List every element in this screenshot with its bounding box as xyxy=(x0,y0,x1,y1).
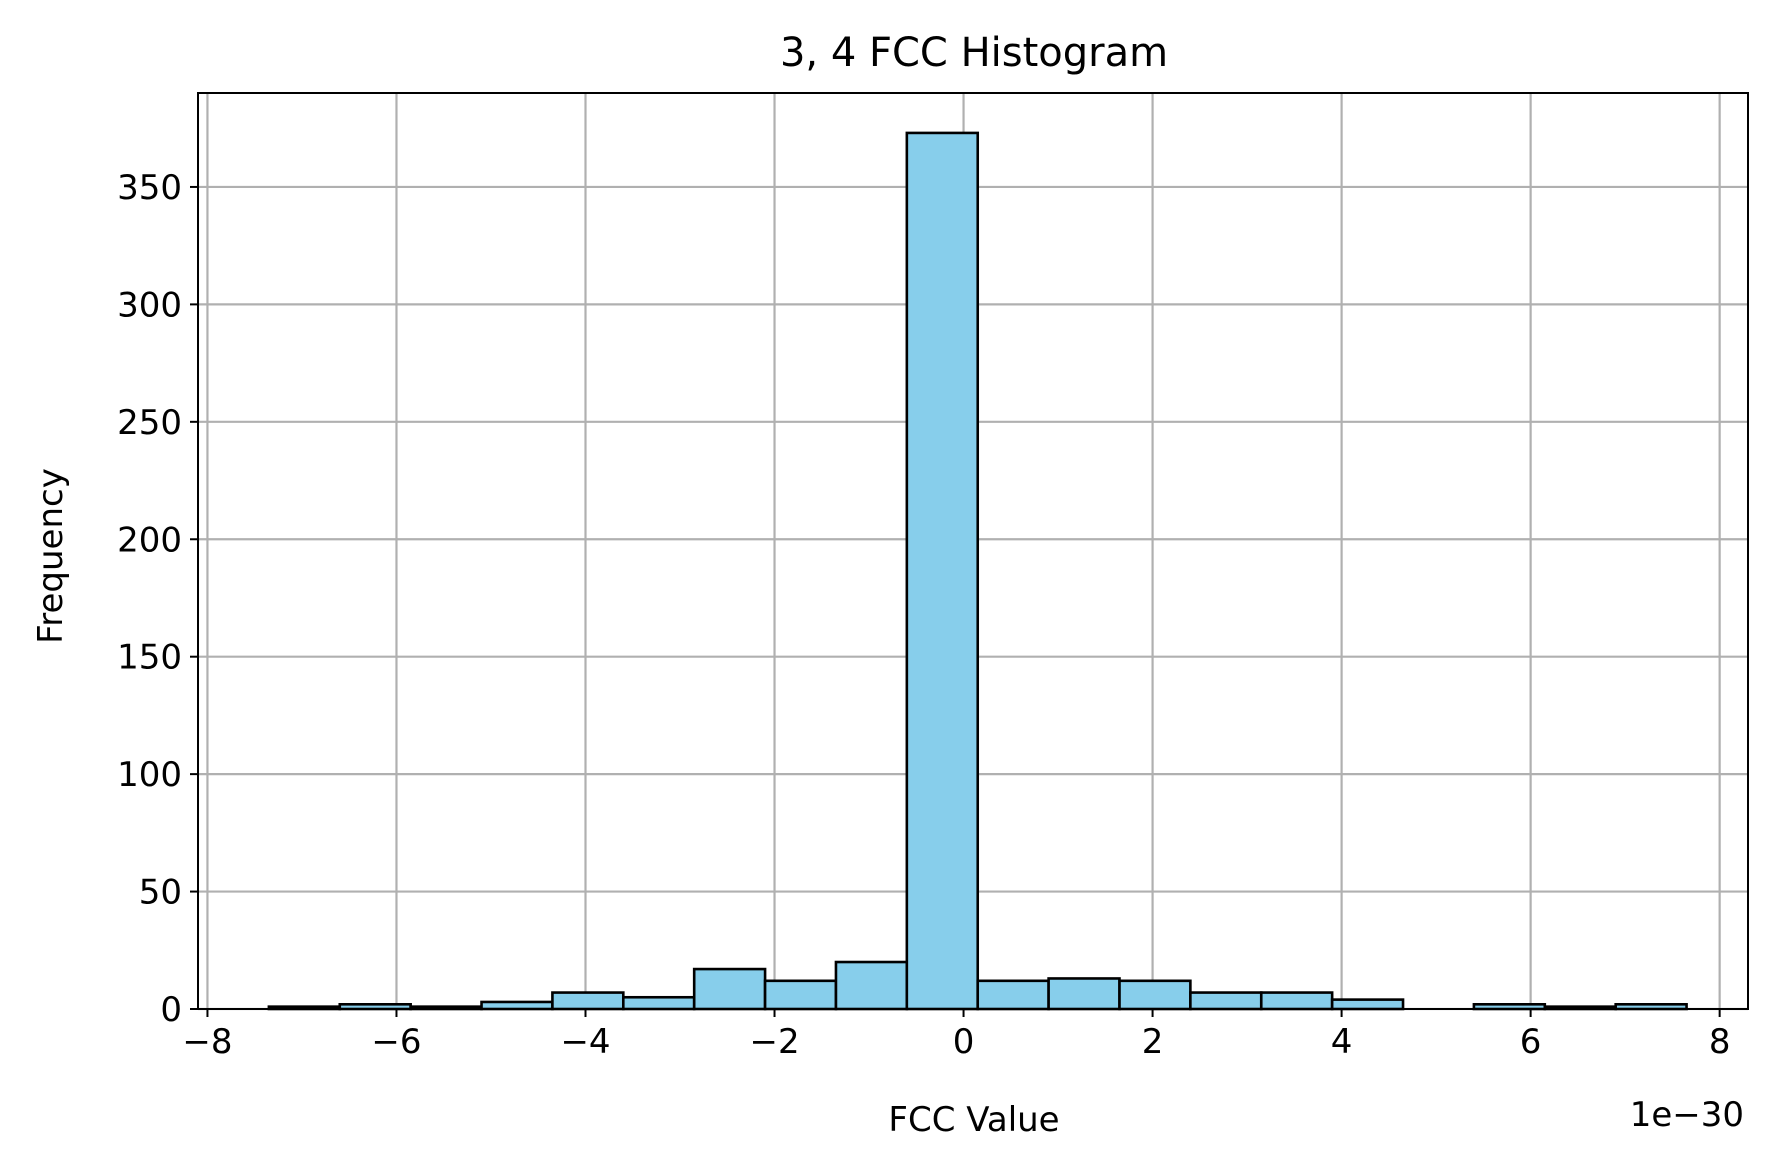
histogram-bar xyxy=(622,995,696,1011)
x-tick-label: 6 xyxy=(1520,1022,1542,1062)
histogram-bar xyxy=(692,967,767,1011)
histogram-bar xyxy=(1259,991,1334,1011)
plot-frame xyxy=(197,92,1749,1010)
y-tick-label: 250 xyxy=(117,403,182,443)
x-tick-label: −4 xyxy=(560,1022,610,1062)
histogram-bar xyxy=(976,979,1050,1011)
x-tick-label: −2 xyxy=(749,1022,799,1062)
histogram-bar xyxy=(1330,998,1405,1011)
histogram-bar xyxy=(1189,991,1263,1011)
y-axis-label: Frequency xyxy=(31,468,71,644)
y-tick-label: 50 xyxy=(139,873,182,913)
x-tick-label: −6 xyxy=(371,1022,421,1062)
y-tick-label: 150 xyxy=(117,638,182,678)
histogram-bar xyxy=(551,991,625,1011)
histogram-bar xyxy=(905,131,980,1011)
axis-ticks: −8 −6 −4 −2 0 2 4 6 8 0 50 100 150 200 250 300 350 xyxy=(117,168,1730,1062)
histogram-bars xyxy=(267,131,1688,1011)
y-tick-label: 300 xyxy=(117,285,182,325)
x-tick-label: 8 xyxy=(1709,1022,1731,1062)
y-tick-label: 200 xyxy=(117,520,182,560)
chart-title: 3, 4 FCC Histogram xyxy=(780,30,1168,76)
y-tick-label: 0 xyxy=(160,990,182,1030)
x-tick-label: 0 xyxy=(953,1022,975,1062)
histogram-bar xyxy=(480,1000,554,1011)
histogram-bar xyxy=(1118,979,1192,1011)
x-tick-label: 2 xyxy=(1142,1022,1164,1062)
x-axis-label: FCC Value xyxy=(888,1100,1059,1140)
histogram-bar xyxy=(834,960,909,1011)
x-tick-label: −8 xyxy=(182,1022,232,1062)
x-axis-offset-text: 1e−30 xyxy=(1630,1095,1744,1135)
histogram-bar xyxy=(1047,977,1121,1011)
x-tick-label: 4 xyxy=(1331,1022,1353,1062)
histogram-bar xyxy=(763,979,838,1011)
y-tick-label: 350 xyxy=(117,168,182,208)
y-tick-label: 100 xyxy=(117,755,182,795)
